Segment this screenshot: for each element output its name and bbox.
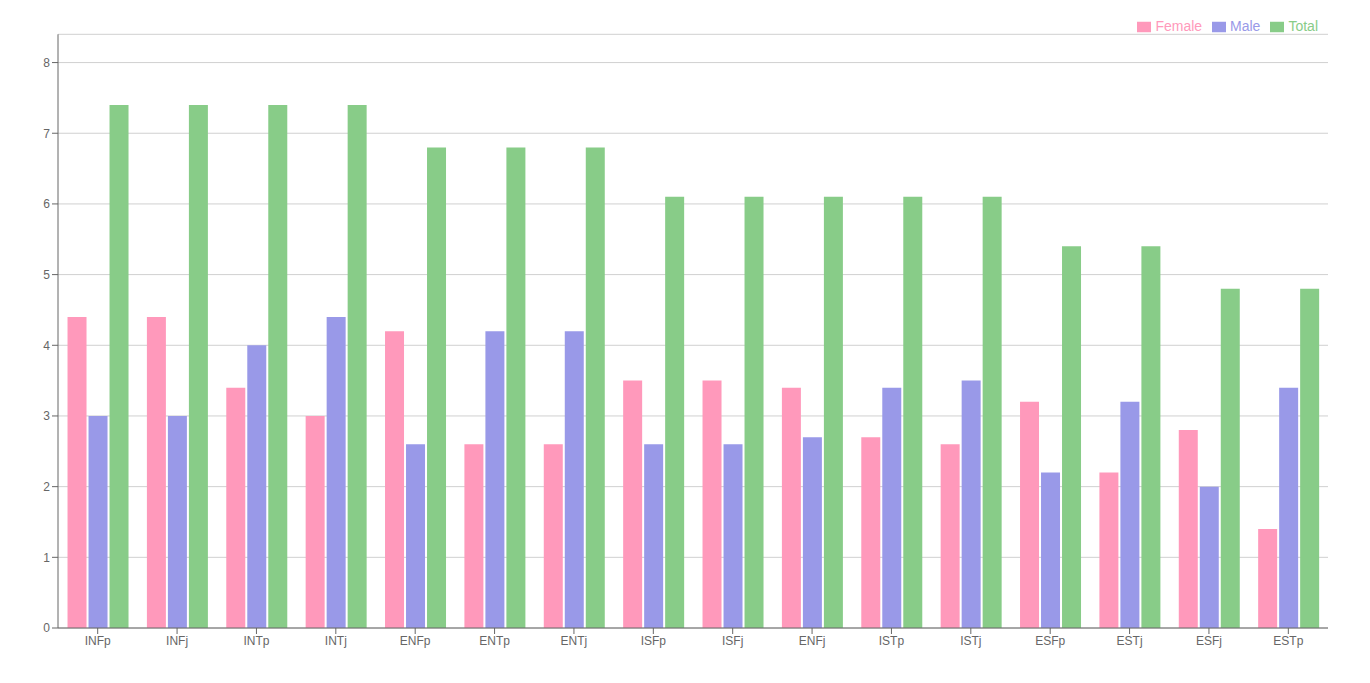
svg-text:ENFp: ENFp (400, 634, 431, 648)
svg-text:ISFj: ISFj (722, 634, 743, 648)
svg-text:7: 7 (43, 127, 50, 141)
svg-text:ESTj: ESTj (1117, 634, 1143, 648)
svg-text:6: 6 (43, 197, 50, 211)
svg-text:ISTp: ISTp (879, 634, 905, 648)
svg-text:ESFj: ESFj (1196, 634, 1222, 648)
svg-text:INTj: INTj (325, 634, 347, 648)
svg-text:8: 8 (43, 56, 50, 70)
svg-text:INTp: INTp (243, 634, 269, 648)
svg-text:INFp: INFp (85, 634, 111, 648)
svg-text:0: 0 (43, 621, 50, 635)
svg-text:ENTp: ENTp (479, 634, 510, 648)
svg-text:ISFp: ISFp (641, 634, 667, 648)
svg-text:3: 3 (43, 409, 50, 423)
svg-text:ENTj: ENTj (561, 634, 588, 648)
svg-text:5: 5 (43, 268, 50, 282)
svg-text:INFj: INFj (166, 634, 188, 648)
svg-text:1: 1 (43, 551, 50, 565)
svg-text:ISTj: ISTj (960, 634, 981, 648)
svg-text:4: 4 (43, 339, 50, 353)
html-text:Total: Total (1288, 18, 1318, 34)
html-text:Male: Male (1230, 18, 1261, 34)
svg-text:ESTp: ESTp (1273, 634, 1303, 648)
svg-text:ENFj: ENFj (799, 634, 826, 648)
html-text:Female: Female (1155, 18, 1203, 34)
svg-text:2: 2 (43, 480, 50, 494)
svg-text:ESFp: ESFp (1035, 634, 1065, 648)
